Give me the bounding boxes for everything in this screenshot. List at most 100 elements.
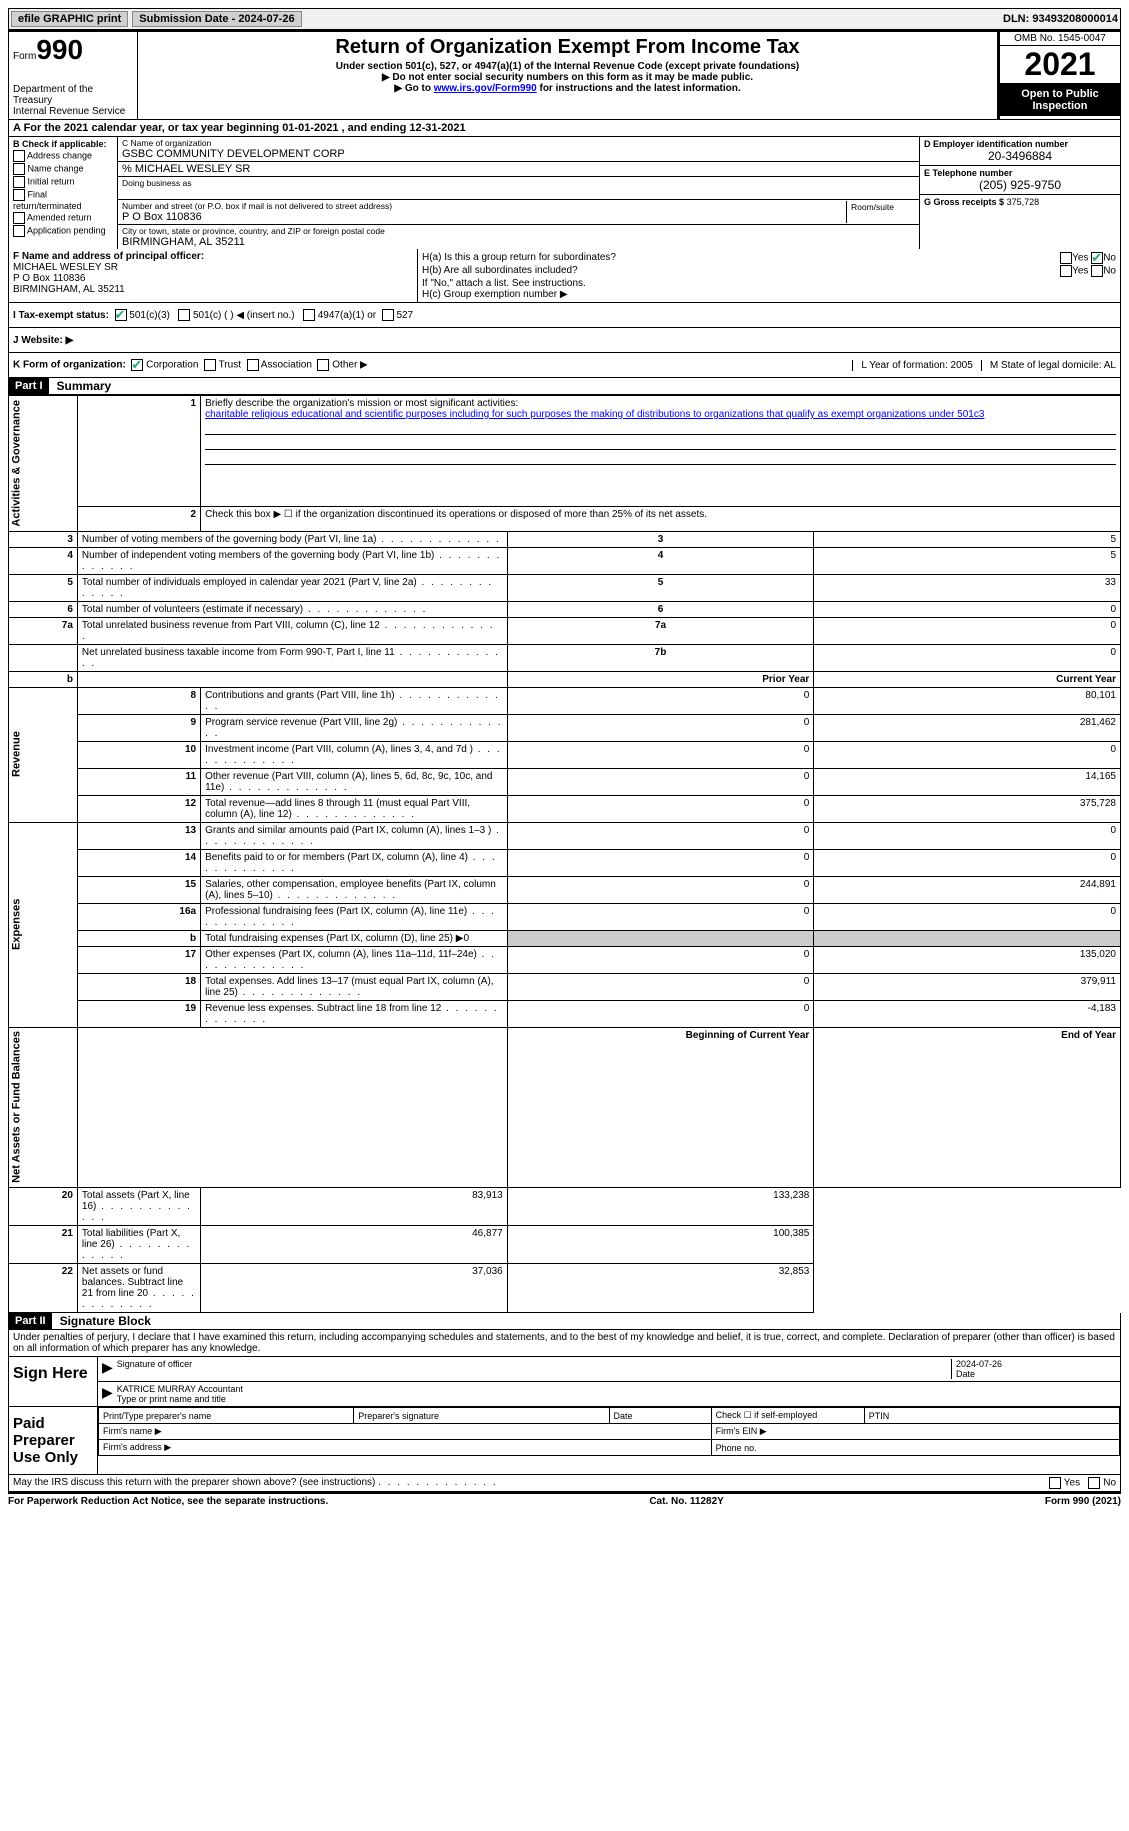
opt-501c: 501(c) ( ) ◀ (insert no.) — [193, 310, 295, 321]
goto-prefix: ▶ Go to — [394, 83, 433, 94]
state-domicile: M State of legal domicile: AL — [981, 360, 1116, 371]
chk-pending[interactable]: Application pending — [27, 225, 106, 235]
beg-year-header: Beginning of Current Year — [507, 1027, 814, 1188]
website-row: J Website: ▶ — [8, 328, 1121, 353]
footer-left: For Paperwork Reduction Act Notice, see … — [8, 1496, 328, 1507]
summary-table: Activities & Governance 1 Briefly descri… — [8, 395, 1121, 1313]
prep-print: Print/Type preparer's name — [99, 1408, 354, 1424]
efile-label: efile GRAPHIC print — [11, 11, 128, 27]
j-label: J Website: ▶ — [13, 335, 73, 346]
line2: Check this box ▶ ☐ if the organization d… — [201, 506, 1121, 531]
telephone: (205) 925-9750 — [924, 178, 1116, 192]
address: P O Box 110836 — [122, 211, 202, 223]
hb-note: If "No," attach a list. See instructions… — [422, 278, 1116, 289]
tax-status-row: I Tax-exempt status: 501(c)(3) 501(c) ( … — [8, 303, 1121, 328]
discuss-text: May the IRS discuss this return with the… — [13, 1477, 375, 1488]
sig-officer-label: Signature of officer — [117, 1359, 951, 1379]
dba-label: Doing business as — [122, 178, 191, 188]
sig-date: 2024-07-26 — [956, 1359, 1002, 1369]
sign-here: Sign Here Signature of officer 2024-07-26… — [8, 1357, 1121, 1407]
period-line: A For the 2021 calendar year, or tax yea… — [8, 120, 1121, 137]
penalty-statement: Under penalties of perjury, I declare th… — [8, 1330, 1121, 1357]
irs-link[interactable]: www.irs.gov/Form990 — [434, 83, 537, 94]
form-header: Form990 Department of the Treasury Inter… — [8, 32, 1121, 120]
k-assoc: Association — [261, 360, 312, 371]
firm-name: Firm's name ▶ — [99, 1424, 712, 1440]
omb-number: OMB No. 1545-0047 — [1000, 32, 1120, 46]
efile-header: efile GRAPHIC print Submission Date - 20… — [8, 8, 1121, 32]
part1-header: Part I — [9, 378, 49, 394]
paid-preparer: Paid Preparer Use Only Print/Type prepar… — [8, 1407, 1121, 1475]
k-other: Other ▶ — [332, 360, 367, 371]
tax-year: 2021 — [1000, 46, 1120, 84]
year-formation: L Year of formation: 2005 — [852, 360, 972, 371]
open-inspection: Open to Public Inspection — [1000, 84, 1120, 116]
part2-header: Part II — [9, 1313, 52, 1329]
k-trust: Trust — [219, 360, 241, 371]
addr-label: Number and street (or P.O. box if mail i… — [122, 201, 392, 211]
firm-phone: Phone no. — [711, 1440, 1119, 1456]
tel-label: E Telephone number — [924, 168, 1012, 178]
gross-receipts: 375,728 — [1007, 197, 1040, 207]
gross-label: G Gross receipts $ — [924, 197, 1004, 207]
part2-title: Signature Block — [52, 1314, 151, 1328]
c-name-label: C Name of organization — [122, 138, 211, 148]
officer-addr1: P O Box 110836 — [13, 273, 85, 284]
submission-date: Submission Date - 2024-07-26 — [132, 11, 301, 27]
org-name: GSBC COMMUNITY DEVELOPMENT CORP — [122, 148, 345, 160]
dept-treasury: Department of the Treasury — [13, 84, 133, 106]
part1-title: Summary — [49, 379, 112, 393]
chk-address[interactable]: Address change — [27, 150, 92, 160]
prior-year-header: Prior Year — [507, 671, 814, 687]
footer: For Paperwork Reduction Act Notice, see … — [8, 1492, 1121, 1509]
footer-mid: Cat. No. 11282Y — [649, 1496, 723, 1507]
officer-name: MICHAEL WESLEY SR — [13, 262, 118, 273]
dln: DLN: 93493208000014 — [1003, 13, 1118, 25]
form-number: 990 — [36, 34, 83, 65]
current-year-header: Current Year — [814, 671, 1121, 687]
principal-officer-row: F Name and address of principal officer:… — [8, 249, 1121, 303]
officer-addr2: BIRMINGHAM, AL 35211 — [13, 284, 125, 295]
ein: 20-3496884 — [924, 149, 1116, 163]
hc-label: H(c) Group exemption number ▶ — [422, 289, 1116, 300]
printed-name: KATRICE MURRAY Accountant — [117, 1384, 243, 1394]
side-activities: Activities & Governance — [9, 396, 78, 532]
k-row: K Form of organization: Corporation Trus… — [8, 353, 1121, 378]
chk-name[interactable]: Name change — [28, 163, 84, 173]
room-label: Room/suite — [847, 201, 915, 223]
city-label: City or town, state or province, country… — [122, 226, 385, 236]
f-label: F Name and address of principal officer: — [13, 251, 204, 262]
form-word: Form — [13, 51, 36, 62]
hb-label: H(b) Are all subordinates included? — [422, 265, 578, 277]
chk-initial[interactable]: Initial return — [28, 176, 75, 186]
k-corp: Corporation — [146, 360, 198, 371]
prep-date: Date — [609, 1408, 711, 1424]
ein-label: D Employer identification number — [924, 139, 1068, 149]
paid-prep-label: Paid Preparer Use Only — [9, 1407, 98, 1474]
chk-amended[interactable]: Amended return — [27, 212, 92, 222]
side-net: Net Assets or Fund Balances — [9, 1027, 78, 1188]
b-label: B Check if applicable: — [13, 139, 107, 149]
irs-discuss-row: May the IRS discuss this return with the… — [8, 1475, 1121, 1492]
opt-4947: 4947(a)(1) or — [318, 310, 376, 321]
opt-527: 527 — [396, 310, 413, 321]
line1-label: Briefly describe the organization's miss… — [205, 398, 518, 409]
end-year-header: End of Year — [814, 1027, 1121, 1188]
footer-right: Form 990 (2021) — [1045, 1496, 1121, 1507]
k-label: K Form of organization: — [13, 360, 126, 371]
care-of: % MICHAEL WESLEY SR — [122, 163, 250, 175]
subtitle2: ▶ Do not enter social security numbers o… — [140, 72, 995, 83]
opt-501c3: 501(c)(3) — [129, 310, 170, 321]
form-title: Return of Organization Exempt From Incom… — [140, 36, 995, 59]
prep-check: Check ☐ if self-employed — [711, 1408, 864, 1424]
mission-text: charitable religious educational and sci… — [205, 409, 984, 420]
irs-label: Internal Revenue Service — [13, 106, 133, 117]
ha-label: H(a) Is this a group return for subordin… — [422, 252, 616, 264]
prep-ptin: PTIN — [864, 1408, 1119, 1424]
firm-addr: Firm's address ▶ — [99, 1440, 712, 1456]
prep-sig: Preparer's signature — [354, 1408, 609, 1424]
sign-here-label: Sign Here — [9, 1357, 98, 1406]
entity-info: B Check if applicable: Address change Na… — [8, 137, 1121, 249]
goto-suffix: for instructions and the latest informat… — [537, 83, 741, 94]
firm-ein: Firm's EIN ▶ — [711, 1424, 1119, 1440]
